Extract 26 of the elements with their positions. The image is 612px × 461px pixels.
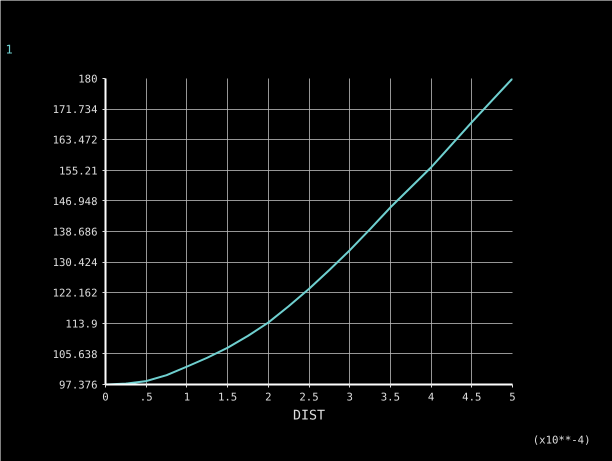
text: (x10**-4) — [532, 434, 591, 446]
y-tick-label: 146.948 — [52, 194, 98, 208]
y-tick-label: 171.734 — [52, 103, 98, 116]
x-tick-label: 1 — [184, 390, 190, 404]
x-axis-title: DIST — [292, 408, 326, 424]
x-tick-label: 2.5 — [299, 390, 319, 404]
y-tick-label: 130.424 — [52, 256, 98, 270]
y-tick-label: 163.472 — [52, 134, 98, 147]
x-tick-label: 0 — [102, 390, 109, 404]
x-tick-label: 3 — [346, 390, 353, 404]
x-tick-label: 1.5 — [218, 390, 238, 404]
y-tick-label: 138.686 — [52, 226, 98, 239]
x-tick-label: 5 — [509, 390, 516, 404]
x-tick-label: .5 — [140, 390, 153, 404]
x-tick-label: 2 — [265, 390, 272, 404]
line-series — [106, 78, 512, 384]
y-tick-label: 113.9 — [65, 317, 98, 330]
x-tick-label: 4.5 — [462, 390, 482, 404]
y-tick-label: 97.376 — [59, 378, 98, 392]
y-tick-label: 155.21 — [59, 164, 98, 178]
x-tick-label: 4 — [428, 390, 434, 404]
y-tick-label: 122.162 — [52, 286, 98, 300]
y-tick-label: 180 — [78, 72, 98, 86]
text: 1 — [6, 42, 13, 56]
y-tick-label: 105.638 — [52, 348, 98, 361]
x-tick-label: 3.5 — [380, 390, 400, 404]
